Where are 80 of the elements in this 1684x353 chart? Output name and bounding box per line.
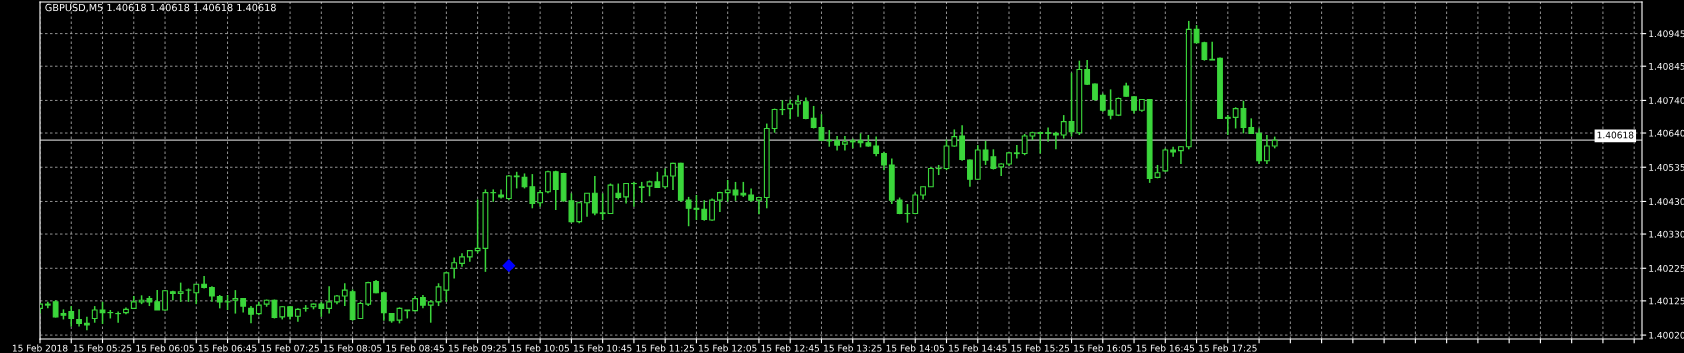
x-tick-label: 15 Feb 12:45 — [761, 344, 820, 352]
candlestick — [724, 179, 731, 203]
candlestick — [232, 289, 239, 315]
y-tick-label: 1.40430 — [1649, 198, 1684, 206]
y-tick-label: 1.40125 — [1649, 297, 1684, 305]
candlestick — [505, 174, 512, 201]
x-tick-label: 15 Feb 15:25 — [1011, 344, 1070, 352]
x-tick-label: 15 Feb 06:45 — [198, 344, 257, 352]
x-tick-label: 15 Feb 12:05 — [699, 344, 757, 352]
candlestick — [1224, 114, 1231, 136]
y-tick-label: 1.40740 — [1649, 97, 1684, 104]
candlestick — [341, 282, 348, 307]
candlestick — [1060, 114, 1067, 140]
candlestick — [1162, 147, 1169, 173]
candlestick — [154, 289, 161, 311]
x-tick-label: 15 Feb 08:45 — [386, 344, 444, 352]
candlestick — [193, 283, 200, 305]
candlestick — [1053, 130, 1059, 151]
x-tick-label: 15 Feb 10:45 — [574, 344, 632, 352]
y-tick-label: 1.40640 — [1649, 129, 1684, 137]
y-tick-label: 1.40845 — [1649, 62, 1684, 70]
chart-title: GBPUSD,M5 1.40618 1.40618 1.40618 1.40618 — [45, 3, 276, 13]
candlestick — [76, 308, 82, 328]
candlestick — [881, 151, 887, 171]
candlestick — [115, 310, 122, 324]
candlestick — [732, 181, 739, 202]
x-tick-label: 15 Feb 06:05 — [136, 344, 194, 352]
candlestick — [795, 94, 801, 118]
candlestick — [670, 161, 676, 191]
x-tick-label: 15 Feb 11:25 — [636, 344, 694, 352]
candlestick — [638, 181, 645, 204]
x-tick-label: 15 Feb 2018 — [12, 344, 68, 352]
candlestick — [380, 290, 387, 322]
x-tick-label: 15 Feb 07:25 — [261, 344, 319, 352]
x-tick-label: 15 Feb 16:05 — [1074, 344, 1132, 352]
candlestick — [552, 170, 559, 211]
y-tick-label: 1.40330 — [1649, 230, 1684, 238]
candlestick — [873, 135, 880, 157]
candlestick — [842, 135, 848, 152]
candlestick — [1263, 134, 1270, 165]
candlestick — [1045, 126, 1051, 143]
candlestick — [490, 188, 497, 203]
candlestick — [709, 197, 715, 222]
candlestick — [326, 285, 333, 315]
x-tick-label: 15 Feb 14:45 — [949, 344, 1007, 352]
y-tick-label: 1.40020 — [1649, 331, 1684, 339]
candlestick — [662, 167, 669, 190]
candlestick — [1209, 40, 1216, 61]
candlestick — [427, 299, 434, 324]
candlestick — [787, 98, 794, 121]
candlestick — [1084, 59, 1091, 86]
candlestick — [756, 196, 762, 215]
x-tick-label: 15 Feb 14:05 — [886, 344, 945, 352]
candlestick — [701, 199, 708, 222]
candlestick — [68, 305, 75, 328]
candlestick — [177, 281, 184, 303]
candlestick — [967, 158, 973, 188]
candlestick — [1013, 144, 1020, 160]
x-tick-label: 15 Feb 10:05 — [511, 344, 569, 352]
x-tick-label: 15 Feb 05:25 — [73, 344, 132, 352]
ref-line-label: 1.40618 — [1597, 131, 1634, 139]
candlestick — [1178, 145, 1184, 165]
candlestick — [631, 181, 637, 208]
x-tick-label: 15 Feb 16:45 — [1136, 344, 1195, 352]
candlestick — [927, 166, 934, 188]
candlestick — [584, 192, 590, 218]
candlestick — [365, 280, 372, 307]
candlestick — [451, 256, 458, 280]
x-tick-label: 15 Feb 13:25 — [824, 344, 882, 352]
candlestick — [591, 175, 598, 216]
candlestick — [162, 289, 168, 312]
x-tick-label: 15 Feb 17:25 — [1199, 344, 1257, 352]
candlestick — [83, 316, 90, 331]
x-tick-label: 15 Feb 09:25 — [449, 344, 507, 352]
x-tick-label: 15 Feb 08:05 — [323, 344, 382, 352]
y-tick-label: 1.40225 — [1649, 265, 1684, 272]
candlestick — [959, 124, 966, 162]
candlestick — [1099, 92, 1106, 113]
y-tick-label: 1.40535 — [1649, 163, 1684, 171]
y-tick-label: 1.40945 — [1649, 30, 1684, 38]
